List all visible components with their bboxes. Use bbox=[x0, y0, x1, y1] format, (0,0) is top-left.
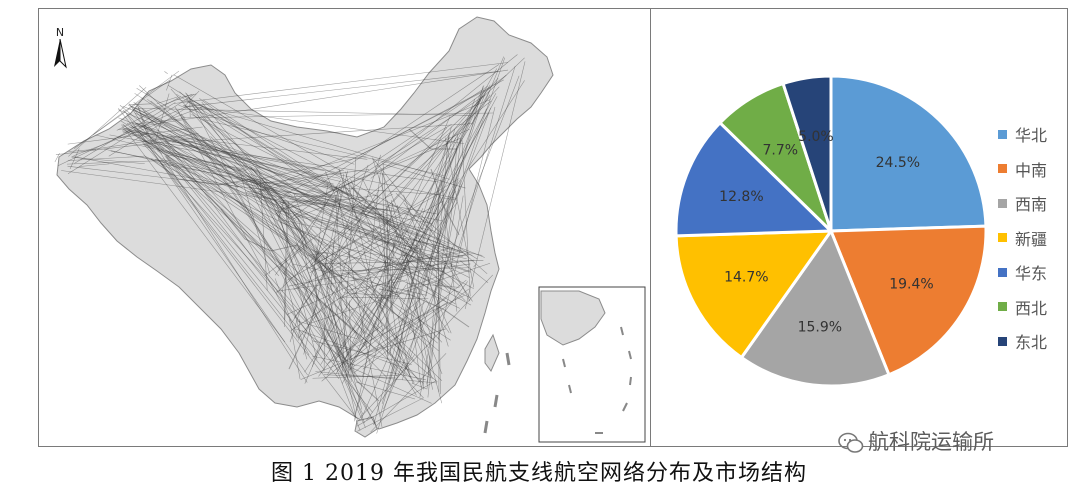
legend-swatch-5 bbox=[998, 267, 1007, 277]
north-arrow: N bbox=[50, 26, 70, 70]
china-route-network-map bbox=[54, 16, 646, 443]
pie-data-label-2: 19.4% bbox=[889, 277, 933, 293]
legend-swatch-6 bbox=[998, 302, 1007, 312]
legend-label-2: 中南 bbox=[1015, 160, 1048, 180]
pie-slice-7 bbox=[781, 74, 833, 232]
legend-item-5: 华东 bbox=[998, 255, 1047, 290]
pie-slice-3 bbox=[739, 227, 891, 388]
legend-label-6: 西北 bbox=[1015, 298, 1048, 318]
watermark: 航科院运输所 bbox=[838, 426, 994, 456]
legend-item-4: 新疆 bbox=[998, 221, 1047, 256]
pie-slice-4 bbox=[674, 229, 834, 360]
legend-swatch-7 bbox=[998, 336, 1007, 346]
south-china-sea-inset-map bbox=[483, 286, 646, 443]
pie-slice-2 bbox=[828, 224, 988, 377]
legend-swatch-4 bbox=[998, 233, 1007, 243]
legend-item-3: 西南 bbox=[998, 186, 1047, 221]
market-share-pie-chart: 24.5% 19.4% 15.9% 14.7% 12.8% 7.7%5.0% bbox=[674, 74, 988, 388]
route-lines bbox=[54, 54, 526, 434]
legend-label-5: 华东 bbox=[1015, 264, 1048, 284]
legend-item-7: 东北 bbox=[998, 324, 1047, 359]
wechat-icon bbox=[838, 432, 864, 453]
legend-swatch-3 bbox=[998, 198, 1007, 208]
legend-item-2: 中南 bbox=[998, 152, 1047, 187]
watermark-text: 航科院运输所 bbox=[868, 430, 994, 454]
legend-item-6: 西北 bbox=[998, 290, 1047, 325]
pie-data-label-6: 7.7% bbox=[762, 142, 798, 158]
pie-slice-5 bbox=[674, 120, 835, 238]
legend-label-3: 西南 bbox=[1015, 195, 1048, 215]
pie-data-label-5: 12.8% bbox=[719, 189, 763, 205]
figure-frame bbox=[38, 8, 1068, 447]
pie-data-label-1: 24.5% bbox=[876, 155, 920, 171]
legend-label-1: 华北 bbox=[1015, 126, 1048, 146]
panel-divider bbox=[650, 8, 651, 447]
legend-label-4: 新疆 bbox=[1015, 229, 1048, 249]
north-label: N bbox=[55, 26, 65, 39]
legend-item-1: 华北 bbox=[998, 117, 1047, 152]
legend-swatch-1 bbox=[998, 129, 1007, 139]
pie-legend: 华北中南西南新疆华东西北东北 bbox=[998, 117, 1047, 359]
pie-data-label-3: 15.9% bbox=[798, 319, 842, 335]
figure-caption: 图 1 2019 年我国民航支线航空网络分布及市场结构 bbox=[271, 461, 807, 486]
pie-data-label-7: 5.0% bbox=[798, 129, 834, 145]
legend-label-7: 东北 bbox=[1015, 333, 1048, 353]
north-arrow-icon bbox=[54, 38, 67, 69]
legend-swatch-2 bbox=[998, 164, 1007, 174]
map-land bbox=[56, 16, 554, 438]
pie-data-label-4: 14.7% bbox=[724, 270, 768, 286]
pie-slice-1 bbox=[829, 74, 988, 233]
